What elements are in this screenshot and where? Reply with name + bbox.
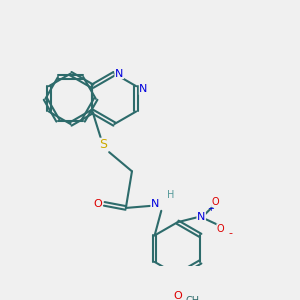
Text: CH₃: CH₃ <box>186 296 204 300</box>
Text: -: - <box>229 228 233 238</box>
Text: +: + <box>207 204 214 213</box>
Text: N: N <box>139 85 148 94</box>
Text: O: O <box>212 197 219 207</box>
Text: H: H <box>167 190 174 200</box>
Text: N: N <box>151 199 159 209</box>
Text: N: N <box>197 212 206 222</box>
Text: O: O <box>217 224 224 234</box>
Text: N: N <box>115 69 123 79</box>
Text: O: O <box>93 199 102 209</box>
Text: O: O <box>173 291 182 300</box>
Text: S: S <box>99 138 106 151</box>
